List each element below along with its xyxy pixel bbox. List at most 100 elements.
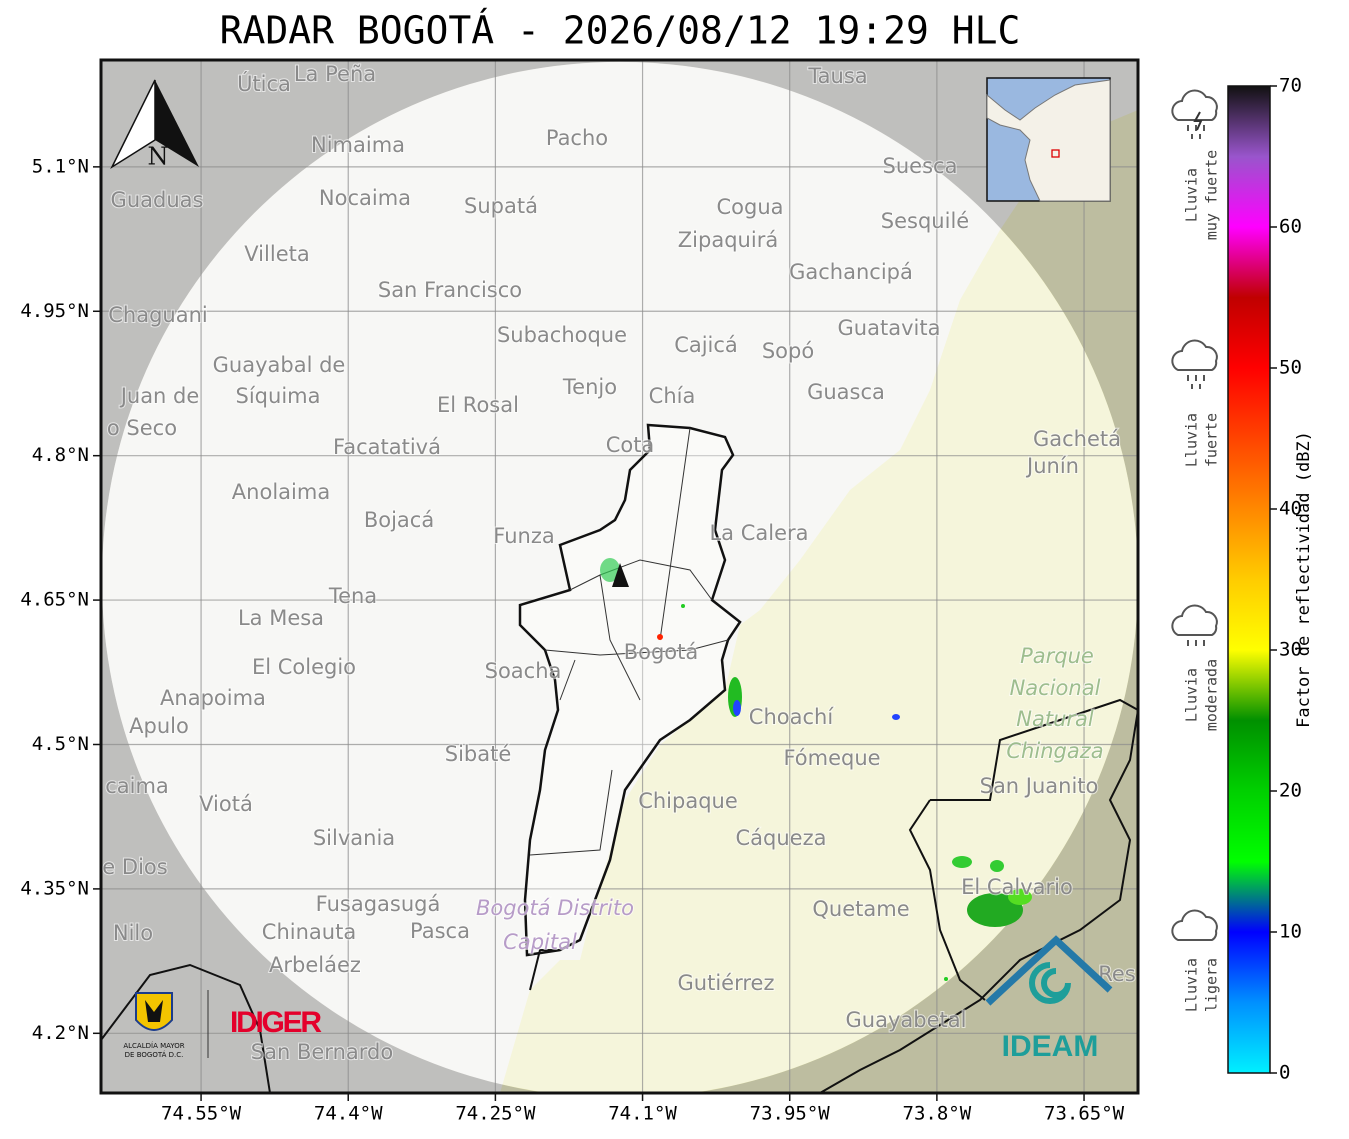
colorbar-tick-label: 30 [1279, 639, 1302, 661]
place-name: Cogua [716, 195, 783, 219]
place-name: Supatá [464, 194, 538, 218]
colorbar-tick-label: 20 [1279, 780, 1302, 802]
lon-tick-label: 73.95°W [750, 1103, 831, 1125]
ideam-roof [985, 935, 1113, 1006]
rain-icon [1171, 89, 1218, 121]
place-name: Sesquilé [881, 209, 969, 233]
place-names: Útica La Peña Tausa Pacho Nimaima Suesca Guadu… [101, 61, 1136, 1065]
place-name: Tausa [807, 64, 867, 88]
north-arrow: N [110, 79, 199, 171]
place-name: San Francisco [378, 278, 522, 302]
colorbar-tick-label: 70 [1279, 75, 1302, 97]
place-name: El Calvario [961, 875, 1073, 899]
place-name: Guayabetal [846, 1008, 967, 1032]
inset-map [986, 77, 1111, 202]
place-name: La Mesa [238, 606, 324, 630]
rain-legend-label: Lluvia [1183, 668, 1201, 722]
rain-drops [1187, 640, 1205, 646]
ideam-text: IDEAM [1002, 1030, 1099, 1063]
colorbar-tick-label: 60 [1279, 216, 1302, 238]
bogota-boundary [518, 423, 742, 957]
echo [681, 604, 685, 608]
place-name: Viotá [199, 792, 253, 816]
place-name: Villeta [244, 242, 309, 266]
lightning [1193, 111, 1203, 131]
place-name: Chía [649, 384, 696, 408]
rain-legend-label: Lluvia [1183, 958, 1201, 1012]
lon-tick-label: 74.1°W [608, 1103, 677, 1125]
place-name: Gachetá [1033, 427, 1121, 451]
place-name: Facatativá [333, 435, 441, 459]
rain-icon [1171, 339, 1218, 371]
lat-tick-label: 5.1°N [32, 155, 89, 177]
ideam-swirl [1029, 962, 1071, 1004]
place-name: Soacha [485, 659, 562, 683]
lon-tick-label: 73.8°W [903, 1103, 972, 1125]
place-name: Nacional [1010, 676, 1101, 700]
place-name: caima [105, 774, 169, 798]
axes: 4.2°N 4.35°N 4.5°N 4.65°N 4.8°N 4.95°N 5.1°N 74… [20, 155, 1124, 1124]
place-name: El Rosal [437, 393, 519, 417]
place-name: Sopó [762, 339, 814, 363]
place-name: Nocaima [319, 186, 411, 210]
colorbar-tick-label: 0 [1279, 1062, 1290, 1084]
alcaldia-text: DE BOGOTÁ D.C. [125, 1050, 184, 1059]
eagle [145, 1000, 163, 1022]
rain-icon [1171, 909, 1218, 941]
echo [892, 714, 900, 720]
lon-tick-label: 74.4°W [314, 1103, 383, 1125]
colorbar-tick-label: 50 [1279, 357, 1302, 379]
place-name: Zipaquirá [678, 228, 778, 252]
radar-echoes [600, 558, 1032, 981]
rain-icon [1171, 604, 1218, 636]
place-name: Cajicá [674, 333, 738, 357]
place-name: Pacho [546, 126, 608, 150]
place-name: Subachoque [497, 323, 627, 347]
place-name: Anolaima [232, 480, 330, 504]
colorbar-scale [1227, 85, 1271, 1074]
place-name: Chinauta [262, 920, 356, 944]
place-name: Bojacá [364, 508, 434, 532]
ideam-logo: IDEAM [985, 935, 1113, 1063]
place-name: San Juanito [980, 774, 1099, 798]
rain-legend-label: ligera [1203, 958, 1221, 1012]
place-name: Gutiérrez [678, 971, 775, 995]
place-name: El Colegio [252, 655, 356, 679]
alcaldia-logo: ALCALDÍA MAYOR DE BOGOTÁ D.C. IDIGER [123, 990, 322, 1059]
place-name: Gachancipá [789, 260, 913, 284]
place-name: o Seco [107, 416, 177, 440]
place-name: Natural [1016, 707, 1094, 731]
rain-drops [1187, 125, 1205, 139]
rain-drops [1187, 375, 1205, 389]
rain-legend-label: Lluvia [1183, 168, 1201, 222]
place-name: Guayabal de [213, 353, 346, 377]
department-borders [101, 698, 1138, 1093]
radar-site [612, 563, 629, 587]
place-name: Guaduas [111, 188, 204, 212]
rain-legend-label: Lluvia [1183, 413, 1201, 467]
echo [967, 893, 1023, 927]
lat-tick-label: 4.95°N [20, 300, 89, 322]
lat-tick-label: 4.2°N [32, 1022, 89, 1044]
echo [1008, 889, 1032, 905]
place-name: Chipaque [638, 789, 738, 813]
place-name: Anapoima [160, 686, 266, 710]
place-name: Cota [606, 433, 655, 457]
place-name: San Bernardo [251, 1040, 393, 1064]
colorbar-tick-label: 10 [1279, 921, 1302, 943]
place-name: Pasca [410, 919, 470, 943]
place-name: Fómeque [783, 746, 880, 770]
shield [135, 992, 173, 1031]
map-frame [99, 58, 1140, 1095]
lon-tick-label: 73.65°W [1044, 1103, 1125, 1125]
north-label: N [148, 143, 169, 171]
place-name: e Dios [102, 855, 167, 879]
place-name: Guasca [807, 380, 885, 404]
colorbar-tick-label: 40 [1279, 498, 1302, 520]
rain-legend-label: muy fuerte [1203, 150, 1221, 240]
place-name: Nilo [113, 921, 153, 945]
lat-tick-label: 4.8°N [32, 444, 89, 466]
alcaldia-text: ALCALDÍA MAYOR [123, 1041, 184, 1050]
lat-tick-label: 4.35°N [20, 877, 89, 899]
place-name: La Peña [294, 62, 376, 86]
